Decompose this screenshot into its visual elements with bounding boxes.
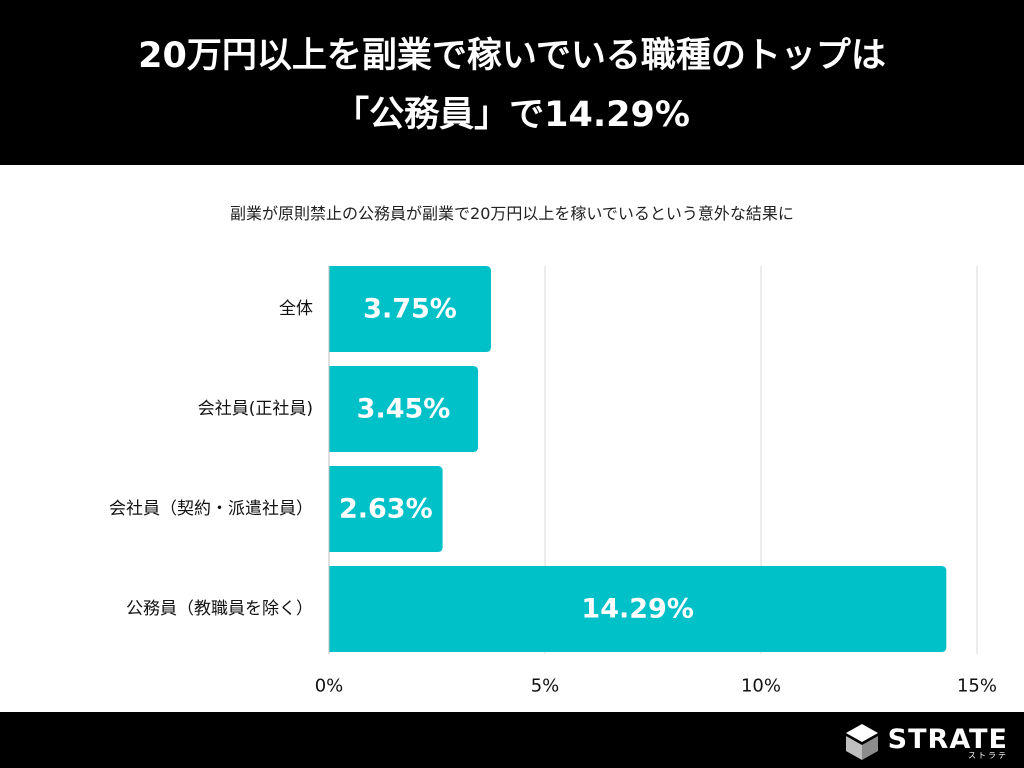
x-tick-label: 15% <box>957 676 997 697</box>
x-tick-label: 5% <box>531 676 560 697</box>
chart-subtitle: 副業が原則禁止の公務員が副業で20万円以上を稼いでいるという意外な結果に <box>230 204 794 223</box>
page-title-line-1: 20万円以上を副業で稼いでいる職種のトップは <box>138 36 886 76</box>
page-title-line-2: 「公務員」で14.29% <box>334 95 690 135</box>
bar <box>329 366 479 452</box>
bar-value-label: 2.63% <box>339 494 433 525</box>
category-label: 全体 <box>279 299 313 319</box>
logo-wordmark: STRATE <box>887 724 1008 755</box>
bar-value-label: 14.29% <box>581 594 693 625</box>
strate-logo-icon <box>845 724 878 760</box>
bar <box>329 466 443 552</box>
category-label: 会社員(正社員) <box>198 399 313 419</box>
bar <box>329 566 947 652</box>
logo-subtext: ストラテ <box>968 751 1008 760</box>
bar-chart: 3.75% 全体 3.45% 会社員(正社員) 2.63% 会社員（契約・派遣社員） 14.… <box>109 266 997 697</box>
header-banner: 20万円以上を副業で稼いでいる職種のトップは 「公務員」で14.29% <box>0 0 1024 165</box>
strate-logo: STRATE ストラテ <box>844 720 1008 764</box>
category-label: 公務員（教職員を除く） <box>126 599 313 619</box>
x-tick-label: 0% <box>315 676 344 697</box>
x-tick-label: 10% <box>741 676 781 697</box>
footer-bar: STRATE ストラテ <box>0 712 1024 768</box>
bar <box>329 266 491 352</box>
category-label: 会社員（契約・派遣社員） <box>109 499 313 519</box>
bar-value-label: 3.45% <box>357 394 451 425</box>
bar-value-label: 3.75% <box>363 294 457 325</box>
